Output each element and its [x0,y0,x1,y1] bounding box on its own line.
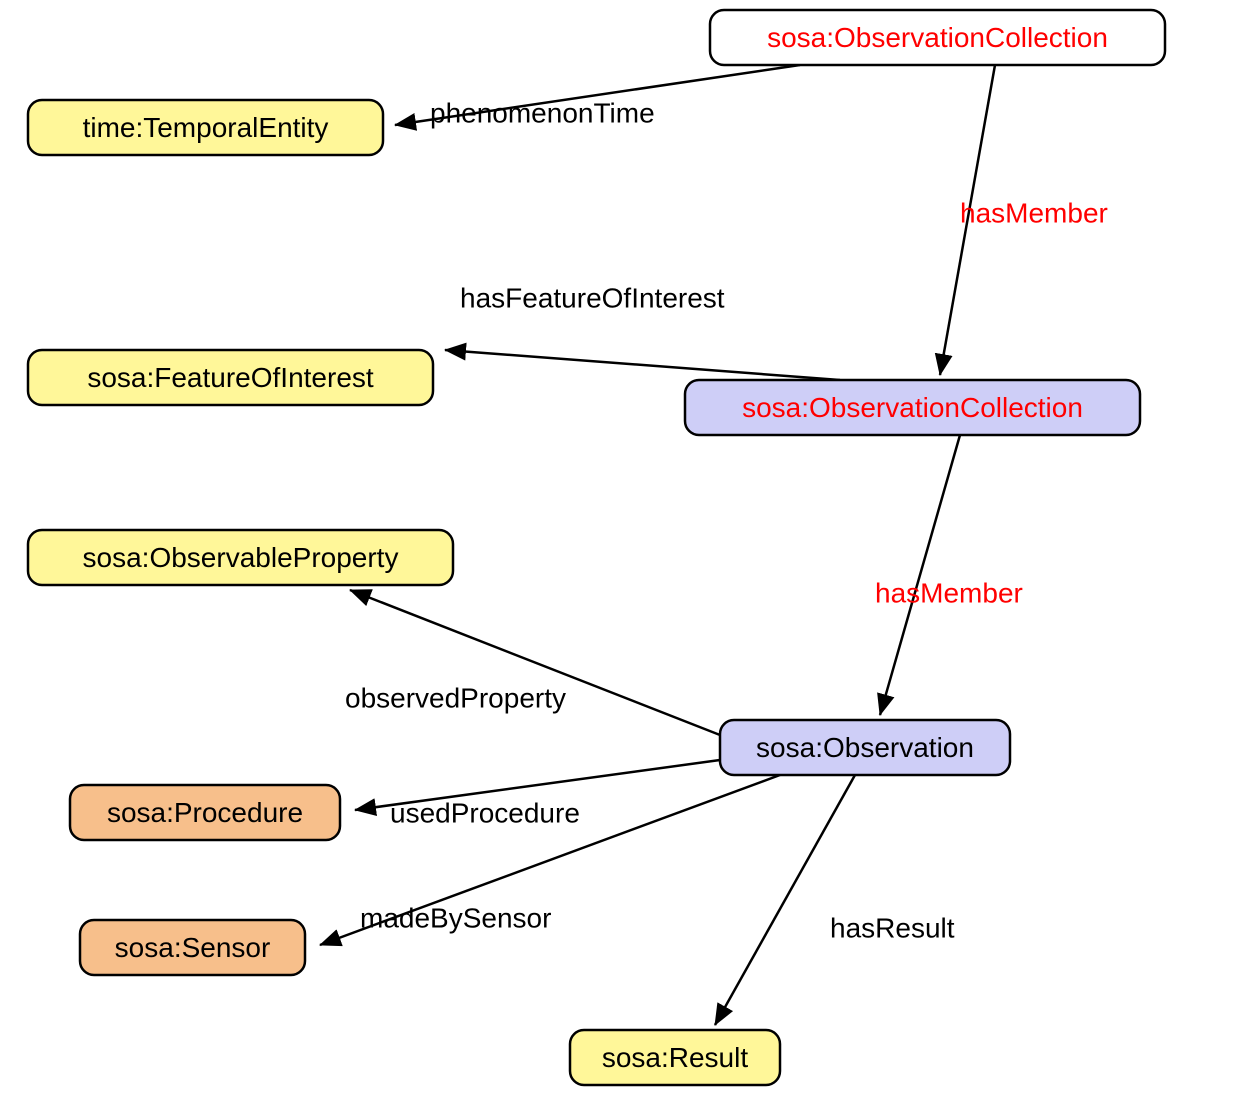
edge-e-phenomenonTime: phenomenonTime [395,65,800,128]
node-result: sosa:Result [570,1030,780,1085]
node-temporal: time:TemporalEntity [28,100,383,155]
edge-e-hasMember1: hasMember [940,65,1108,375]
edge-label: usedProcedure [390,797,580,828]
node-obscoll-mid: sosa:ObservationCollection [685,380,1140,435]
edge-label: madeBySensor [360,902,551,933]
node-label: sosa:ObservableProperty [83,542,399,573]
edge-label: hasFeatureOfInterest [460,282,725,313]
edge-label: phenomenonTime [430,97,655,128]
node-label: sosa:Procedure [107,797,303,828]
node-sensor: sosa:Sensor [80,920,305,975]
node-observation: sosa:Observation [720,720,1010,775]
node-label: sosa:ObservationCollection [742,392,1083,423]
node-label: time:TemporalEntity [83,112,329,143]
nodes-layer: sosa:ObservationCollection time:TemporalE… [28,10,1165,1085]
node-label: sosa:FeatureOfInterest [87,362,374,393]
node-label: sosa:Result [602,1042,749,1073]
ontology-diagram: phenomenonTime hasMember hasFeatureOfInter… [0,0,1249,1096]
node-label: sosa:ObservationCollection [767,22,1108,53]
node-obsprop: sosa:ObservableProperty [28,530,453,585]
edge-line [880,435,960,715]
edge-label: observedProperty [345,682,566,713]
node-foi: sosa:FeatureOfInterest [28,350,433,405]
edge-label: hasMember [960,197,1108,228]
node-label: sosa:Observation [756,732,974,763]
edge-e-hasFOI: hasFeatureOfInterest [445,282,840,380]
node-procedure: sosa:Procedure [70,785,340,840]
edge-label: hasMember [875,577,1023,608]
edge-e-observedProp: observedProperty [345,590,720,735]
edge-e-hasResult: hasResult [715,775,955,1025]
edge-e-hasMember2: hasMember [875,435,1023,715]
edge-line [445,350,840,380]
edge-label: hasResult [830,912,955,943]
edge-line [715,775,855,1025]
node-label: sosa:Sensor [115,932,271,963]
node-obscoll-top: sosa:ObservationCollection [710,10,1165,65]
